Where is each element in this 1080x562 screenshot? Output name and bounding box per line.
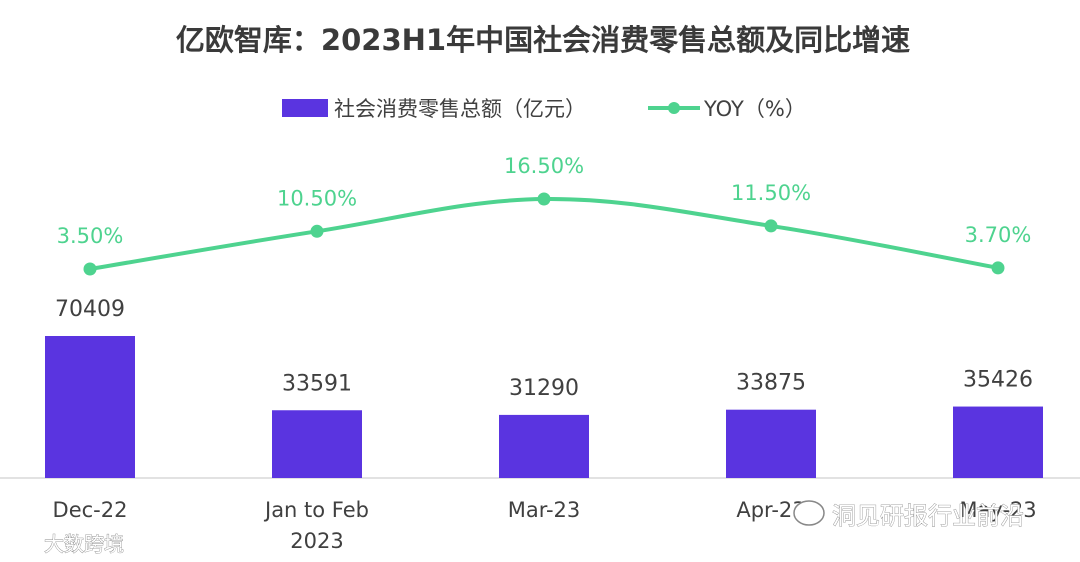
bar-value-label-4: 35426 (963, 368, 1033, 393)
legend-line-marker (668, 102, 680, 114)
bar-2 (499, 414, 589, 478)
legend-line-label: YOY（%） (703, 97, 806, 121)
bar-1 (272, 410, 362, 478)
x-tick-label-0: Dec-22 (53, 498, 128, 522)
legend-bar-label: 社会消费零售总额（亿元） (334, 97, 586, 121)
yoy-line (89, 196, 999, 271)
watermark-left: 大数跨境 (13, 528, 124, 556)
x-tick-label-4: May-23 (959, 498, 1036, 522)
bar-value-label-1: 33591 (282, 371, 352, 396)
legend-bar-swatch (282, 99, 328, 117)
bar-value-label-0: 70409 (55, 297, 125, 322)
bar-0 (45, 336, 135, 478)
x-tick-label-1: Jan to Feb (263, 498, 369, 522)
yoy-point-2 (537, 192, 551, 206)
x-tick-label-1-line2: 2023 (290, 529, 343, 553)
yoy-point-3 (764, 219, 778, 233)
bar-value-label-2: 31290 (509, 376, 579, 401)
yoy-value-label-4: 3.70% (965, 223, 1032, 247)
bars-layer: 70409 33591 31290 33875 35426 (45, 297, 1043, 478)
legend: 社会消费零售总额（亿元） YOY（%） (282, 97, 806, 121)
bar-value-label-3: 33875 (736, 371, 806, 396)
yoy-value-label-3: 11.50% (731, 181, 811, 205)
chart-title: 亿欧智库：2023H1年中国社会消费零售总额及同比增速 (176, 23, 910, 57)
wechat-icon (793, 500, 825, 526)
watermark-right: 洞见研报行业前沿 (793, 500, 1024, 530)
yoy-value-label-0: 3.50% (57, 224, 124, 248)
yoy-point-4 (991, 261, 1005, 275)
watermark-right-text: 洞见研报行业前沿 (832, 502, 1024, 530)
yoy-value-label-2: 16.50% (504, 154, 584, 178)
bar-3 (726, 409, 816, 478)
yoy-point-0 (83, 262, 97, 276)
bar-4 (953, 406, 1043, 478)
yoy-line-layer: 3.50% 10.50% 16.50% 11.50% 3.70% (57, 154, 1032, 276)
yoy-value-label-1: 10.50% (277, 186, 357, 210)
watermark-logo-icon (13, 528, 39, 554)
watermark-left-text: 大数跨境 (44, 532, 124, 556)
yoy-point-1 (310, 224, 324, 238)
x-tick-label-2: Mar-23 (508, 498, 581, 522)
